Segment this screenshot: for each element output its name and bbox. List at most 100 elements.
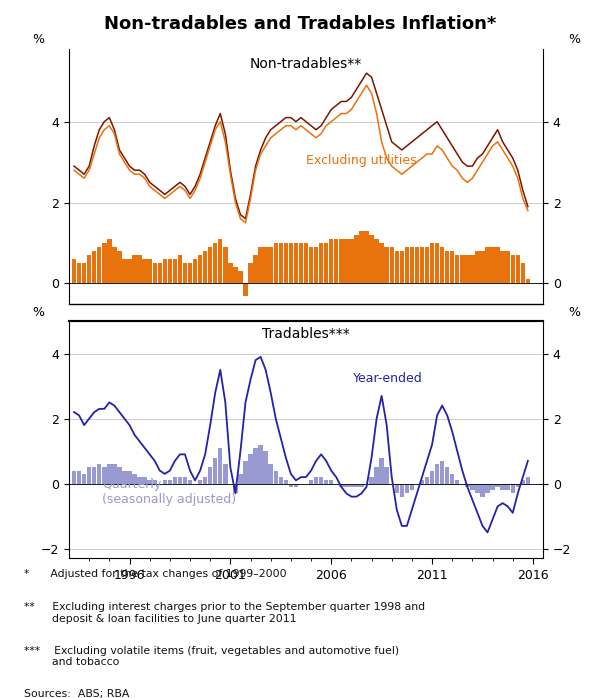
Text: %: % [32,306,44,319]
Bar [465,255,470,283]
Bar [112,464,116,484]
Bar [319,477,323,484]
Bar [319,243,323,283]
Bar [526,279,530,283]
Bar [183,263,187,283]
Bar [133,255,137,283]
Bar [440,247,445,283]
Bar [304,243,308,283]
Bar [208,247,212,283]
Bar [364,231,369,283]
Bar [268,464,273,484]
Bar [425,247,429,283]
Bar [233,484,238,493]
Bar [188,480,192,484]
Bar [213,458,217,484]
Bar [228,263,233,283]
Bar [248,263,253,283]
Bar [117,251,122,283]
Bar [97,247,101,283]
Bar [354,235,359,283]
Bar [102,468,107,484]
Bar [137,477,142,484]
Bar [178,477,182,484]
Bar [511,484,515,493]
Bar [163,259,167,283]
Bar [485,247,490,283]
Bar [329,480,334,484]
Bar [173,477,177,484]
Bar [243,461,248,484]
Bar [354,484,359,487]
Bar [475,484,479,493]
Bar [430,243,434,283]
Bar [309,247,313,283]
Text: Sources:  ABS; RBA: Sources: ABS; RBA [24,689,130,698]
Text: ***    Excluding volatile items (fruit, vegetables and automotive fuel)
        : *** Excluding volatile items (fruit, veg… [24,646,399,667]
Bar [208,468,212,484]
Bar [505,251,510,283]
Bar [404,247,409,283]
Bar [198,480,202,484]
Bar [278,477,283,484]
Bar [142,259,147,283]
Bar [526,477,530,484]
Bar [238,272,242,283]
Bar [521,480,525,484]
Bar [470,255,475,283]
Text: Tradables***: Tradables*** [262,327,350,341]
Bar [430,470,434,484]
Bar [263,451,268,484]
Bar [465,484,470,487]
Bar [87,255,91,283]
Text: %: % [568,34,580,46]
Bar [268,247,273,283]
Bar [395,251,399,283]
Bar [490,247,495,283]
Bar [233,267,238,283]
Bar [370,477,374,484]
Bar [505,484,510,490]
Bar [248,454,253,484]
Bar [122,470,127,484]
Bar [334,239,338,283]
Text: *      Adjusted for the tax changes of 1999–2000: * Adjusted for the tax changes of 1999–2… [24,569,287,579]
Bar [167,259,172,283]
Bar [511,255,515,283]
Bar [289,243,293,283]
Bar [274,470,278,484]
Bar [450,474,454,484]
Bar [284,480,288,484]
Bar [163,480,167,484]
Bar [127,470,132,484]
Bar [515,484,520,487]
Bar [445,468,449,484]
Bar [92,251,97,283]
Text: %: % [568,306,580,319]
Bar [400,251,404,283]
Bar [385,468,389,484]
Text: **     Excluding interest charges prior to the September quarter 1998 and
      : ** Excluding interest charges prior to t… [24,602,425,624]
Bar [359,231,364,283]
Bar [435,464,439,484]
Bar [309,480,313,484]
Bar [238,474,242,484]
Bar [344,484,349,487]
Bar [370,235,374,283]
Bar [400,484,404,497]
Bar [500,251,505,283]
Bar [496,484,500,487]
Text: Quarterly
(seasonally adjusted): Quarterly (seasonally adjusted) [102,478,236,506]
Bar [133,474,137,484]
Bar [77,470,82,484]
Bar [339,239,344,283]
Bar [259,247,263,283]
Bar [253,255,258,283]
Bar [152,263,157,283]
Bar [445,251,449,283]
Bar [455,480,460,484]
Bar [213,243,217,283]
Bar [425,477,429,484]
Bar [243,283,248,295]
Bar [521,263,525,283]
